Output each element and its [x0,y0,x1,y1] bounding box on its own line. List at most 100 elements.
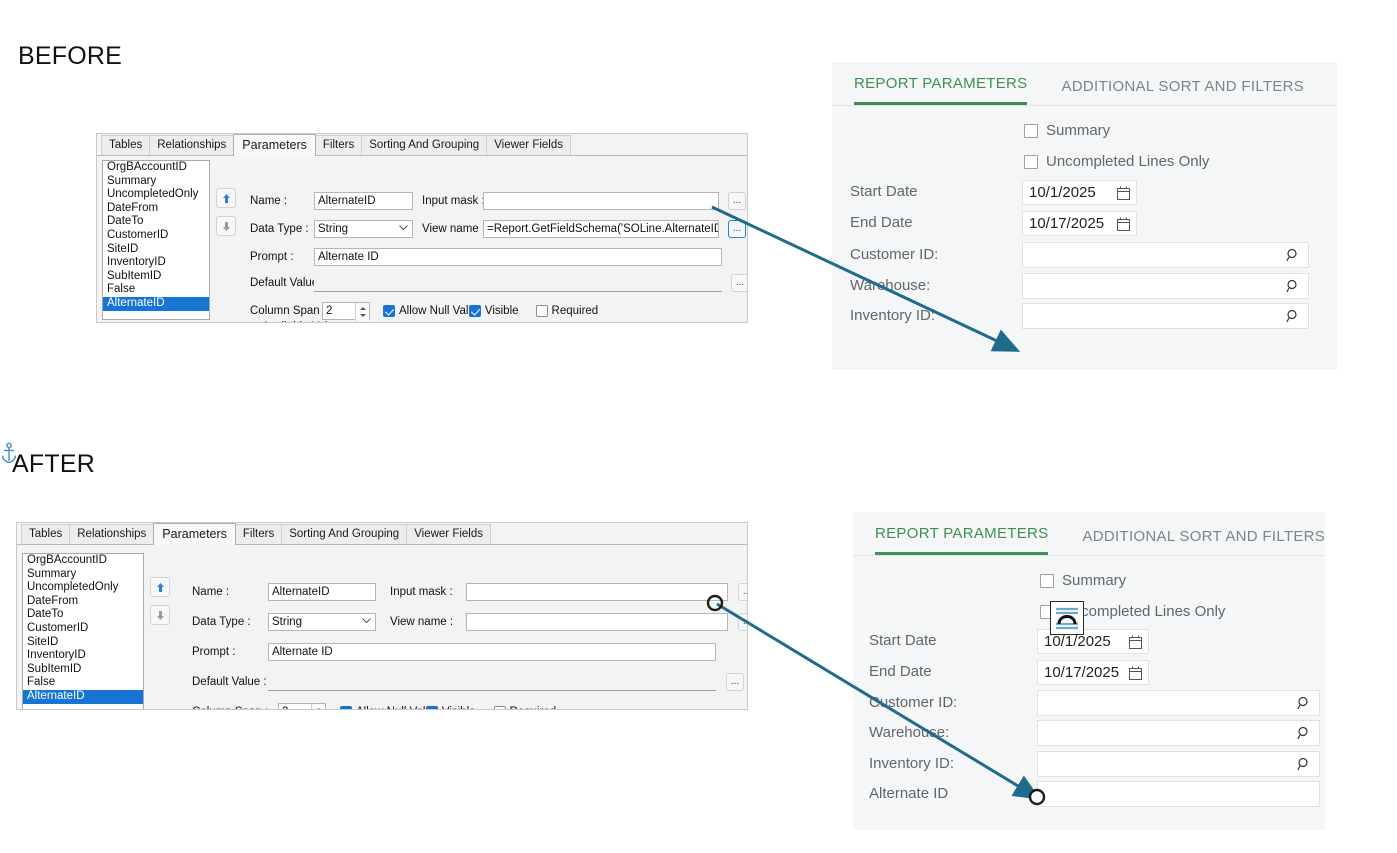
list-item[interactable]: SubItemID [107,269,162,282]
default-value-ellipsis-button[interactable]: ... [731,274,747,292]
designer-tab-tables[interactable]: Tables [21,524,71,544]
parameter-list-after[interactable]: OrgBAccountID Summary UncompletedOnly Da… [22,553,144,709]
designer-tab-filters[interactable]: Filters [314,135,363,155]
default-value-ellipsis-button[interactable]: ... [726,673,744,691]
designer-tab-viewer-fields[interactable]: Viewer Fields [486,135,572,155]
view-name-ellipsis-button[interactable]: ... [728,220,746,238]
summary-checkbox-row[interactable]: Summary [1040,572,1126,589]
calendar-icon[interactable] [1117,186,1130,200]
customer-id-input[interactable] [1037,690,1320,716]
list-item[interactable]: Summary [27,567,77,580]
prompt-input[interactable]: Alternate ID [314,248,722,266]
allow-null-values-checkbox[interactable]: Allow Null Valu [383,305,475,317]
list-item-selected[interactable]: AlternateID [23,689,143,704]
list-item[interactable]: CustomerID [27,621,89,634]
input-mask-ellipsis-button[interactable]: ... [728,192,746,210]
list-item[interactable]: UncompletedOnly [107,188,199,201]
stepper-arrows-icon[interactable] [355,303,369,321]
designer-tab-parameters[interactable]: Parameters [233,134,316,156]
list-item[interactable]: SiteID [27,635,59,648]
list-item[interactable]: Summary [107,174,157,187]
data-type-select[interactable]: String [314,220,413,238]
end-date-input[interactable]: 10/17/2025 [1022,211,1137,236]
start-date-input[interactable]: 10/1/2025 [1022,180,1137,205]
column-span-stepper[interactable]: 2 [278,703,326,709]
move-down-button[interactable] [216,216,236,236]
list-item[interactable]: False [27,676,56,689]
input-mask-input[interactable] [466,583,728,601]
designer-tab-relationships[interactable]: Relationships [149,135,235,155]
magnifier-icon[interactable] [1286,279,1300,293]
parameter-list-before[interactable]: OrgBAccountID Summary UncompletedOnly Da… [102,160,210,320]
name-input[interactable]: AlternateID [314,192,413,210]
view-name-ellipsis-button[interactable]: ... [738,613,747,631]
column-span-stepper[interactable]: 2 [322,302,370,321]
calendar-icon[interactable] [1129,666,1142,680]
list-item-selected[interactable]: AlternateID [103,296,209,311]
inventory-id-input[interactable] [1037,751,1320,777]
list-item[interactable]: False [107,283,136,296]
data-type-select[interactable]: String [268,613,376,631]
alternate-id-input[interactable] [1037,781,1320,807]
designer-tab-viewer-fields[interactable]: Viewer Fields [406,524,492,544]
summary-checkbox-row[interactable]: Summary [1024,122,1110,139]
tab-additional-sort-and-filters[interactable]: ADDITIONAL SORT AND FILTERS [1061,78,1305,95]
list-item[interactable]: InventoryID [107,256,166,269]
magnifier-icon[interactable] [1297,696,1311,710]
magnifier-icon[interactable] [1297,726,1311,740]
magnifier-icon[interactable] [1286,248,1300,262]
list-item[interactable]: UncompletedOnly [27,581,119,594]
required-checkbox[interactable]: Required [535,305,598,317]
list-item[interactable]: DateFrom [27,594,79,607]
designer-tab-sorting-and-grouping[interactable]: Sorting And Grouping [361,135,488,155]
default-value-input[interactable] [268,673,716,691]
designer-tab-tables[interactable]: Tables [101,135,151,155]
list-item[interactable]: InventoryID [27,649,86,662]
uncompleted-lines-only-checkbox[interactable] [1024,154,1038,169]
input-mask-input[interactable] [483,192,719,210]
move-up-button[interactable] [216,188,236,208]
view-name-input[interactable] [466,613,728,631]
list-item[interactable]: DateTo [27,608,64,621]
designer-tab-parameters[interactable]: Parameters [153,523,236,545]
default-value-input[interactable] [314,274,722,292]
summary-checkbox[interactable] [1040,573,1054,588]
designer-tab-relationships[interactable]: Relationships [69,524,155,544]
summary-checkbox[interactable] [1024,123,1038,138]
list-item[interactable]: OrgBAccountID [27,554,107,566]
inventory-id-input[interactable] [1022,303,1309,329]
start-date-input[interactable]: 10/1/2025 [1037,629,1149,654]
magnifier-icon[interactable] [1297,757,1311,771]
visible-checkbox[interactable]: Visible [468,305,519,317]
stepper-arrows-icon[interactable] [311,704,325,709]
name-input[interactable]: AlternateID [268,583,376,601]
visible-checkbox[interactable]: Visible [425,706,476,709]
calendar-icon[interactable] [1129,635,1142,649]
designer-tab-filters[interactable]: Filters [234,524,283,544]
input-mask-ellipsis-button[interactable]: ... [738,583,747,601]
list-item[interactable]: DateFrom [107,201,159,214]
prompt-input[interactable]: Alternate ID [268,643,716,661]
data-type-label: Data Type : [250,223,309,235]
designer-tab-sorting-and-grouping[interactable]: Sorting And Grouping [281,524,408,544]
list-item[interactable]: SiteID [107,242,139,255]
list-item[interactable]: CustomerID [107,228,169,241]
required-checkbox[interactable]: Required [493,706,556,709]
magnifier-icon[interactable] [1286,309,1300,323]
list-item[interactable]: DateTo [107,215,144,228]
tab-report-parameters[interactable]: REPORT PARAMETERS [854,75,1028,105]
tab-report-parameters[interactable]: REPORT PARAMETERS [875,525,1049,555]
warehouse-input[interactable] [1037,720,1320,746]
list-item[interactable]: SubItemID [27,662,82,675]
customer-id-input[interactable] [1022,242,1309,268]
uncompleted-lines-only-checkbox-row[interactable]: Uncompleted Lines Only [1024,153,1209,170]
list-item[interactable]: OrgBAccountID [107,161,187,173]
view-name-input[interactable]: =Report.GetFieldSchema('SOLine.Alternate… [483,220,719,238]
end-date-input[interactable]: 10/17/2025 [1037,660,1149,685]
move-up-button[interactable] [150,577,170,597]
tab-additional-sort-and-filters[interactable]: ADDITIONAL SORT AND FILTERS [1082,528,1325,545]
allow-null-values-checkbox[interactable]: Allow Null Valu [340,706,432,709]
warehouse-input[interactable] [1022,273,1309,299]
move-down-button[interactable] [150,605,170,625]
calendar-icon[interactable] [1117,217,1130,231]
